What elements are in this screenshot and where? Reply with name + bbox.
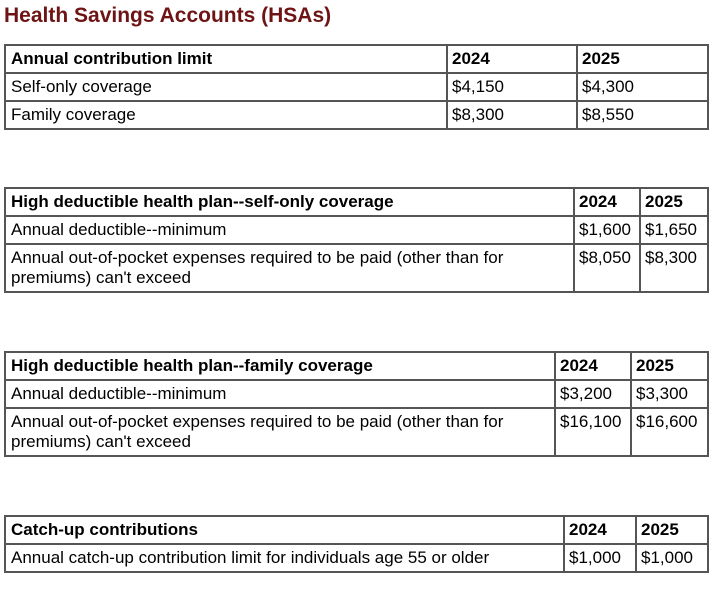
year-header: 2024 — [554, 351, 632, 381]
cell-value: $1,650 — [639, 215, 709, 245]
cell-value: $16,600 — [630, 407, 709, 457]
row-label: Annual out-of-pocket expenses required t… — [4, 407, 556, 457]
table-header-row: Catch-up contributions 2024 2025 — [4, 515, 709, 545]
table-row: Annual deductible--minimum $3,200 $3,300 — [4, 379, 709, 409]
cell-value: $1,600 — [573, 215, 641, 245]
year-header: 2024 — [446, 44, 578, 74]
cell-value: $16,100 — [554, 407, 632, 457]
table-header-row: High deductible health plan--family cove… — [4, 351, 709, 381]
cell-value: $4,300 — [576, 72, 709, 102]
row-label: Annual deductible--minimum — [4, 379, 556, 409]
row-label: Family coverage — [4, 100, 448, 130]
cell-value: $4,150 — [446, 72, 578, 102]
year-header: 2025 — [639, 187, 709, 217]
row-label: Annual deductible--minimum — [4, 215, 575, 245]
hdhp-self-only-table: High deductible health plan--self-only c… — [4, 187, 709, 293]
cell-value: $8,300 — [639, 243, 709, 293]
table-header-row: Annual contribution limit 2024 2025 — [4, 44, 709, 74]
table-row: Annual catch-up contribution limit for i… — [4, 543, 709, 573]
year-header: 2024 — [563, 515, 637, 545]
page-title: Health Savings Accounts (HSAs) — [4, 4, 332, 27]
year-header: 2025 — [635, 515, 709, 545]
row-label: Annual out-of-pocket expenses required t… — [4, 243, 575, 293]
catch-up-contributions-table: Catch-up contributions 2024 2025 Annual … — [4, 515, 709, 573]
table-row: Annual out-of-pocket expenses required t… — [4, 407, 709, 457]
cell-value: $8,300 — [446, 100, 578, 130]
cell-value: $8,550 — [576, 100, 709, 130]
row-label: Annual catch-up contribution limit for i… — [4, 543, 565, 573]
table-header-label: High deductible health plan--self-only c… — [4, 187, 575, 217]
year-header: 2024 — [573, 187, 641, 217]
year-header: 2025 — [630, 351, 709, 381]
cell-value: $3,200 — [554, 379, 632, 409]
table-header-label: Catch-up contributions — [4, 515, 565, 545]
table-header-label: Annual contribution limit — [4, 44, 448, 74]
hdhp-family-table: High deductible health plan--family cove… — [4, 351, 709, 457]
table-row: Family coverage $8,300 $8,550 — [4, 100, 709, 130]
cell-value: $3,300 — [630, 379, 709, 409]
table-header-row: High deductible health plan--self-only c… — [4, 187, 709, 217]
cell-value: $8,050 — [573, 243, 641, 293]
contribution-limit-table: Annual contribution limit 2024 2025 Self… — [4, 44, 709, 130]
table-row: Self-only coverage $4,150 $4,300 — [4, 72, 709, 102]
year-header: 2025 — [576, 44, 709, 74]
table-row: Annual deductible--minimum $1,600 $1,650 — [4, 215, 709, 245]
table-row: Annual out-of-pocket expenses required t… — [4, 243, 709, 293]
cell-value: $1,000 — [635, 543, 709, 573]
cell-value: $1,000 — [563, 543, 637, 573]
row-label: Self-only coverage — [4, 72, 448, 102]
table-header-label: High deductible health plan--family cove… — [4, 351, 556, 381]
